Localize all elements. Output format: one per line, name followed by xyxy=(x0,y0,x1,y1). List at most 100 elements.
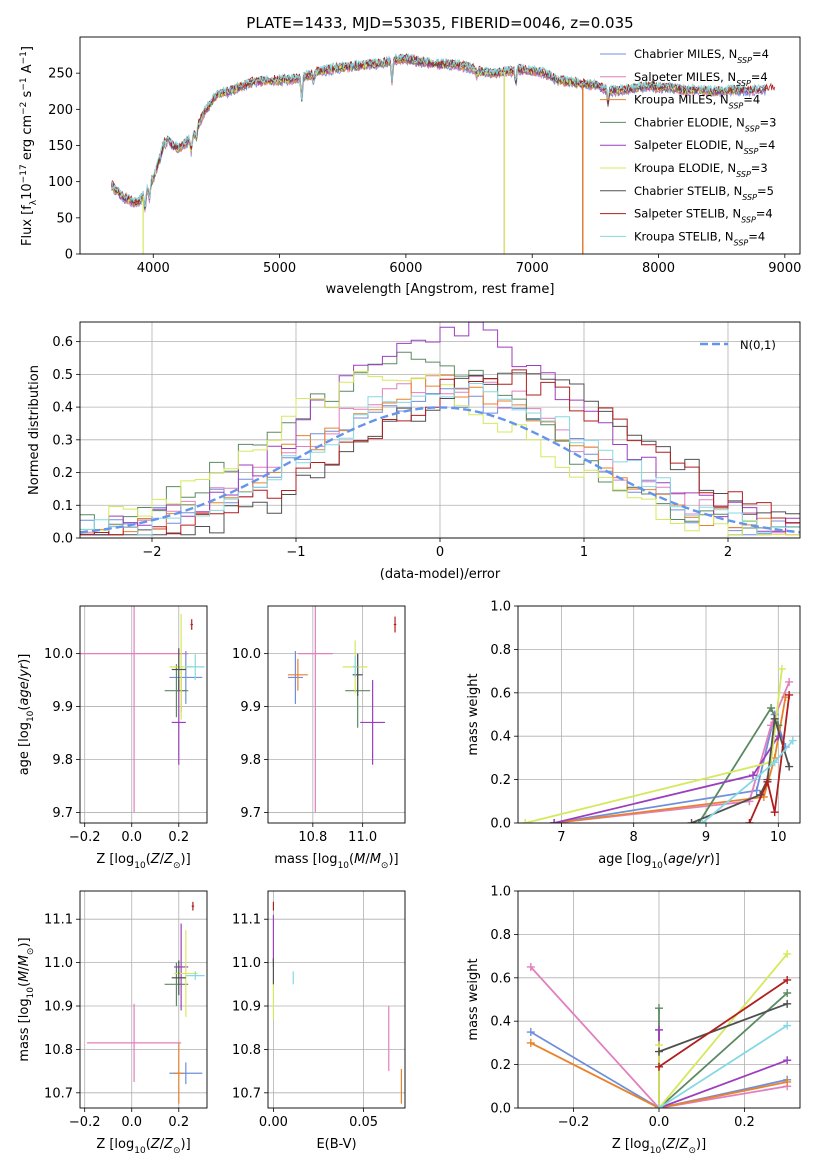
weight-marker xyxy=(655,1004,663,1013)
weight-marker xyxy=(763,777,772,786)
y-tick-label: 9.9 xyxy=(52,700,73,715)
y-tick-label: 10.9 xyxy=(44,1000,73,1015)
weight-marker xyxy=(526,962,535,971)
x-axis-label: mass [log10(M/M⊙)] xyxy=(274,852,398,871)
data-point xyxy=(164,664,189,718)
y-tick-label: 10.0 xyxy=(44,647,73,662)
x-axis-label: (data-model)/error xyxy=(380,567,501,582)
plot-frame xyxy=(517,890,801,1109)
data-point xyxy=(174,930,198,1017)
y-axis-label: age [log10(age/yr)] xyxy=(17,654,36,776)
residual-histogram xyxy=(80,383,800,536)
weight-marker xyxy=(783,1056,792,1065)
x-axis-label: E(B-V) xyxy=(316,1137,356,1152)
data-point xyxy=(287,658,308,691)
legend-entry: Chabrier MILES, NSSP=4 xyxy=(634,47,769,65)
age-vs-Z-axes xyxy=(76,606,207,827)
y-axis-label: mass [log10(M/M⊙)] xyxy=(17,937,36,1061)
residual-histogram xyxy=(80,372,800,536)
weight-marker xyxy=(745,819,754,823)
y-tick-label: 0.3 xyxy=(52,433,73,448)
chart-title: PLATE=1433, MJD=53035, FIBERID=0046, z=0… xyxy=(246,14,633,32)
weight-series xyxy=(554,696,787,823)
y-tick-label: 0.4 xyxy=(52,401,73,416)
y-tick-label: 0.4 xyxy=(490,1015,511,1030)
spectrum-series xyxy=(111,53,776,207)
weight-marker xyxy=(752,786,761,795)
x-tick-label: 0 xyxy=(436,545,444,560)
weight-marker xyxy=(777,664,786,673)
data-point xyxy=(352,653,363,696)
x-tick-label: −0.2 xyxy=(69,830,101,845)
x-tick-label: 5000 xyxy=(263,261,296,276)
y-tick-label: 9.9 xyxy=(240,700,261,715)
data-point xyxy=(185,653,205,681)
y-tick-label: 9.7 xyxy=(240,806,261,821)
y-axis-label: mass weight xyxy=(466,673,481,755)
y-tick-label: 10.7 xyxy=(232,1086,261,1101)
weight-marker xyxy=(698,819,707,823)
weight-marker xyxy=(655,1062,663,1071)
y-tick-label: 150 xyxy=(48,139,73,154)
y-tick-label: 100 xyxy=(48,175,73,190)
y-tick-label: 0.4 xyxy=(490,730,511,745)
residuals-axes xyxy=(76,322,800,542)
plot-frame xyxy=(79,36,801,255)
spectrum-series xyxy=(111,52,766,208)
weight-marker xyxy=(783,1021,792,1030)
x-tick-label: 8000 xyxy=(642,261,675,276)
x-tick-label: −1 xyxy=(286,545,305,560)
x-tick-label: 11.0 xyxy=(348,830,377,845)
weight-marker xyxy=(783,1077,792,1086)
plot-frame xyxy=(517,605,801,824)
weight-marker xyxy=(526,1028,535,1037)
y-tick-label: 200 xyxy=(48,103,73,118)
weight-series xyxy=(530,1031,788,1108)
weight-marker xyxy=(783,988,792,997)
x-tick-label: −0.2 xyxy=(69,1115,101,1130)
weight-marker xyxy=(770,808,779,817)
y-tick-label: 11.0 xyxy=(232,956,261,971)
x-tick-label: 0.2 xyxy=(734,1115,755,1130)
y-tick-label: 11.1 xyxy=(44,913,73,928)
y-tick-label: 50 xyxy=(56,211,73,226)
x-tick-label: 0.05 xyxy=(349,1115,378,1130)
weight-marker xyxy=(749,771,757,780)
y-tick-label: 10.8 xyxy=(44,1043,73,1058)
data-point xyxy=(164,962,189,1007)
x-axis-label: age [log10(age/yr)] xyxy=(598,852,720,871)
x-tick-label: 0.2 xyxy=(168,830,189,845)
data-point xyxy=(171,960,186,996)
spectrum-axes xyxy=(76,72,786,258)
legend-entry: Salpeter ELODIE, NSSP=4 xyxy=(634,138,775,156)
y-tick-label: 10.8 xyxy=(232,1043,261,1058)
weight-marker xyxy=(770,714,779,723)
weight-marker xyxy=(788,736,797,745)
residual-histogram xyxy=(80,369,800,536)
data-point xyxy=(185,971,205,980)
y-tick-label: 1.0 xyxy=(490,600,511,615)
data-point xyxy=(171,680,186,765)
data-point xyxy=(191,901,195,911)
y-tick-label: 0.2 xyxy=(52,466,73,481)
legend-entry: Salpeter MILES, NSSP=4 xyxy=(634,70,768,88)
x-tick-label: 7 xyxy=(557,830,565,845)
x-axis-label: Z [log10(Z/Z⊙)] xyxy=(96,1137,190,1156)
legend-entry: Kroupa MILES, NSSP=4 xyxy=(634,93,760,111)
x-tick-label: 9 xyxy=(702,830,710,845)
weight-series xyxy=(658,1002,788,1053)
data-point xyxy=(190,619,193,630)
y-tick-label: 9.8 xyxy=(240,753,261,768)
weight-marker xyxy=(655,1104,663,1108)
weight-marker xyxy=(767,703,776,712)
legend-entry: Chabrier ELODIE, NSSP=3 xyxy=(634,115,776,132)
y-tick-label: 0.2 xyxy=(490,773,511,788)
plot-frame xyxy=(267,605,406,824)
y-tick-label: 0.0 xyxy=(490,1102,511,1117)
weight-marker xyxy=(783,949,792,958)
plot-frame xyxy=(79,605,208,824)
x-tick-label: −0.2 xyxy=(558,1115,590,1130)
x-tick-label: 6000 xyxy=(389,261,422,276)
data-point xyxy=(87,1003,182,1082)
data-point xyxy=(171,648,186,691)
